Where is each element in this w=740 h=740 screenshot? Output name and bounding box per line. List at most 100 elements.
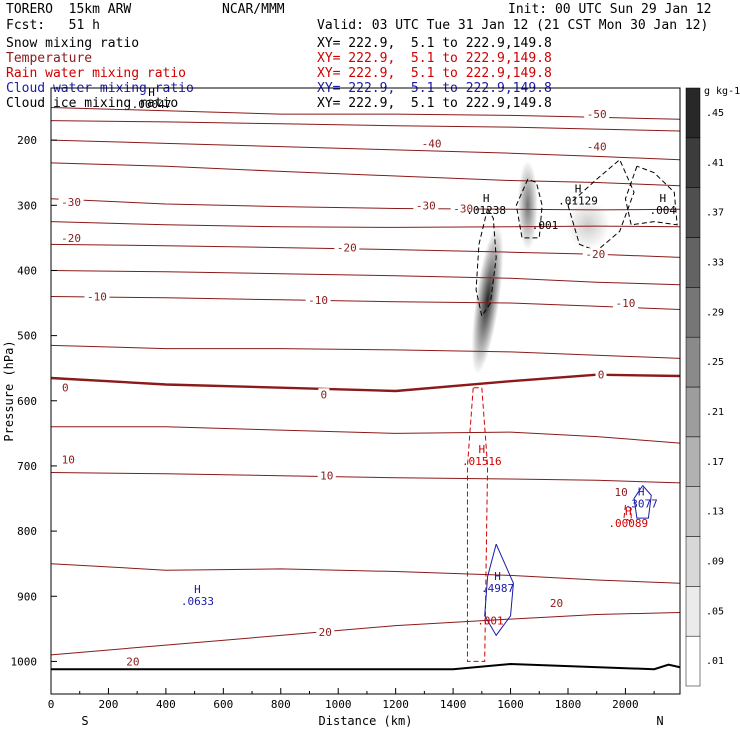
x-tick-label: 1600 bbox=[497, 698, 524, 711]
colorbar-units: g kg-1 bbox=[704, 86, 740, 97]
max-value: .001 bbox=[532, 219, 559, 232]
temperature-label-bg bbox=[84, 290, 110, 303]
north-end-label: N bbox=[656, 714, 663, 728]
temperature-contour bbox=[50, 139, 681, 161]
temperature-label-bg bbox=[582, 248, 608, 261]
forecast-hour: Fcst: 51 h bbox=[6, 18, 100, 33]
y-tick-label: 500 bbox=[17, 330, 37, 343]
x-tick-label: 1000 bbox=[325, 698, 352, 711]
snow-shading bbox=[471, 225, 504, 375]
terrain-line bbox=[51, 663, 681, 671]
temperature-contour bbox=[50, 563, 681, 584]
legend-xy: XY= 222.9, 5.1 to 222.9,149.8 bbox=[317, 66, 552, 81]
colorbar-cell bbox=[685, 635, 701, 687]
x-tick-label: 600 bbox=[213, 698, 233, 711]
cloud-water-contour bbox=[484, 543, 514, 637]
temperature-label: -20 bbox=[337, 242, 357, 255]
legend-xy: XY= 222.9, 5.1 to 222.9,149.8 bbox=[317, 51, 552, 66]
org-name: NCAR/MMM bbox=[222, 2, 285, 17]
colorbar-cell bbox=[685, 586, 701, 637]
colorbar-cell bbox=[685, 137, 701, 188]
max-marker: H bbox=[194, 583, 201, 596]
max-value: .3077 bbox=[625, 497, 658, 510]
temperature-label: 20 bbox=[319, 626, 332, 639]
temperature-label-bg bbox=[316, 626, 335, 639]
temperature-label: 10 bbox=[320, 470, 333, 483]
max-value: .01238 bbox=[466, 204, 506, 217]
temperature-label-bg bbox=[58, 231, 84, 244]
temperature-label: -10 bbox=[615, 297, 635, 310]
max-marker: H bbox=[638, 485, 645, 498]
temperature-label-bg bbox=[123, 655, 142, 668]
colorbar-label: .01 bbox=[706, 656, 724, 667]
y-tick-label: 300 bbox=[17, 199, 37, 212]
temperature-label-bg bbox=[450, 202, 476, 215]
legend-xy: XY= 222.9, 5.1 to 222.9,149.8 bbox=[317, 96, 552, 111]
temperature-label-bg bbox=[584, 140, 610, 153]
colorbar-cell bbox=[685, 187, 701, 238]
max-value: .001 bbox=[477, 615, 504, 628]
colorbar-cell bbox=[685, 386, 701, 438]
temperature-label-bg bbox=[334, 241, 360, 254]
temperature-label-bg bbox=[59, 453, 78, 466]
colorbar-label: .25 bbox=[706, 357, 724, 368]
colorbar-cell bbox=[685, 237, 701, 288]
temperature-label-bg bbox=[547, 596, 566, 609]
temperature-contour bbox=[50, 373, 681, 393]
colorbar-cell bbox=[685, 336, 701, 388]
temperature-contour bbox=[50, 612, 681, 656]
max-marker: H bbox=[659, 192, 666, 205]
colorbar-cell bbox=[685, 87, 701, 139]
max-marker: H bbox=[575, 182, 582, 195]
temperature-contour bbox=[50, 270, 681, 286]
ice-contour bbox=[475, 208, 497, 318]
colorbar-label: .33 bbox=[706, 257, 724, 268]
south-end-label: S bbox=[81, 714, 88, 728]
x-tick-label: 800 bbox=[271, 698, 291, 711]
legend-label: Snow mixing ratio bbox=[6, 36, 140, 51]
temperature-label: -20 bbox=[61, 232, 81, 245]
max-marker: H bbox=[483, 192, 490, 205]
max-marker: H bbox=[494, 570, 501, 583]
temperature-label-bg bbox=[413, 199, 439, 212]
temperature-label: -30 bbox=[453, 203, 473, 216]
x-tick-label: 200 bbox=[99, 698, 119, 711]
temperature-label: 0 bbox=[321, 388, 328, 401]
y-tick-label: 900 bbox=[17, 590, 37, 603]
max-value: .0633 bbox=[181, 595, 214, 608]
temperature-contour bbox=[50, 162, 681, 187]
temperature-contour bbox=[50, 221, 681, 228]
rain-contour bbox=[466, 387, 489, 662]
legend-label: Rain water mixing ratio bbox=[6, 66, 187, 81]
temperature-contour bbox=[50, 472, 681, 484]
max-value: .01516 bbox=[462, 455, 502, 468]
colorbar-cell bbox=[685, 436, 701, 487]
colorbar-cell bbox=[685, 287, 701, 338]
temperature-label: 0 bbox=[62, 382, 69, 395]
max-value: .00089 bbox=[608, 517, 648, 530]
colorbar-label: .09 bbox=[706, 556, 724, 567]
temperature-label: -50 bbox=[587, 108, 607, 121]
temperature-contour bbox=[50, 296, 681, 310]
temperature-label: 20 bbox=[550, 597, 563, 610]
temperature-label: 10 bbox=[62, 453, 75, 466]
temperature-label: -20 bbox=[585, 248, 605, 261]
max-value: .004 bbox=[650, 204, 677, 217]
max-value: .00047 bbox=[132, 98, 172, 111]
colorbar-cell bbox=[685, 486, 701, 537]
colorbar-label: .05 bbox=[706, 606, 724, 617]
x-tick-label: 1800 bbox=[555, 698, 582, 711]
temperature-contour bbox=[50, 344, 681, 359]
y-tick-label: 1000 bbox=[11, 655, 38, 668]
temperature-label: 10 bbox=[614, 486, 627, 499]
legend-label: Cloud ice mixing ratio bbox=[6, 96, 179, 111]
snow-shading bbox=[517, 160, 538, 251]
colorbar-label: .13 bbox=[706, 507, 724, 518]
ice-contour bbox=[624, 165, 678, 226]
colorbar-label: .21 bbox=[706, 407, 724, 418]
x-tick-label: 1400 bbox=[440, 698, 467, 711]
rain-contour bbox=[623, 504, 632, 523]
max-value: .01129 bbox=[558, 194, 598, 207]
temperature-contour bbox=[50, 120, 681, 132]
